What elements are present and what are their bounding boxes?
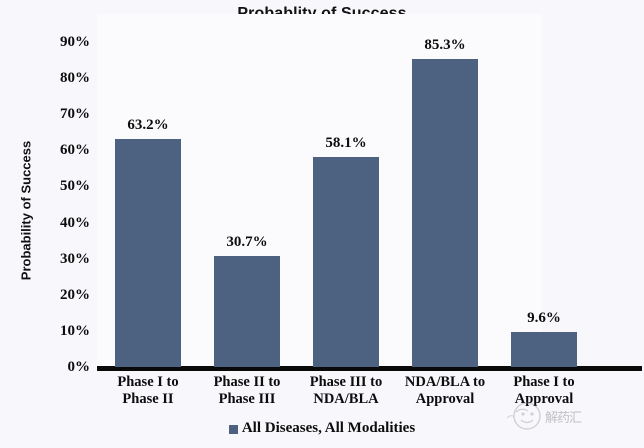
bar-value-label: 30.7% xyxy=(226,234,268,251)
bar-group: 9.6% xyxy=(511,0,577,367)
bar-value-label: 58.1% xyxy=(325,135,367,152)
bar[interactable] xyxy=(412,58,478,367)
bar[interactable] xyxy=(214,256,280,367)
x-axis-category-label: Phase I to Approval xyxy=(513,374,575,407)
y-axis-tick-label: 50% xyxy=(60,178,90,195)
x-axis-line xyxy=(97,366,642,371)
y-axis-tick-label: 0% xyxy=(67,359,91,375)
y-axis-tick-label: 60% xyxy=(60,142,90,159)
x-axis-category-label: Phase III to NDA/BLA xyxy=(309,374,383,407)
bars-layer: 63.2% 30.7% 58.1% 85.3% 9.6% xyxy=(115,0,577,367)
bar-group: 30.7% xyxy=(214,0,280,367)
y-axis-tick-label: 70% xyxy=(60,106,90,123)
bar-group: 58.1% xyxy=(313,0,379,367)
bar-value-label: 9.6% xyxy=(527,310,561,327)
legend-swatch-icon xyxy=(228,425,238,434)
y-axis-tick-label: 40% xyxy=(60,214,90,231)
y-axis-tick-label: 80% xyxy=(60,70,90,87)
y-axis-tick-label: 20% xyxy=(60,286,90,303)
x-axis-category-label: Phase I to Phase II xyxy=(117,374,179,407)
bar[interactable] xyxy=(115,138,181,367)
bar-value-label: 63.2% xyxy=(127,116,169,133)
legend: All Diseases, All Modalities xyxy=(0,420,644,437)
x-axis-category-label: Phase II to Phase III xyxy=(213,374,281,407)
y-axis-tick-label: 10% xyxy=(60,322,90,339)
y-axis-tick-label: 30% xyxy=(60,250,90,267)
y-axis-tick-label: 90% xyxy=(60,34,90,50)
bar-value-label: 85.3% xyxy=(424,36,466,53)
bar-group: 63.2% xyxy=(115,0,181,367)
bar[interactable] xyxy=(511,332,577,367)
legend-label: All Diseases, All Modalities xyxy=(241,420,416,436)
bar-group: 85.3% xyxy=(412,0,478,367)
bar[interactable] xyxy=(313,157,379,367)
x-axis-category-label: NDA/BLA to Approval xyxy=(404,374,486,407)
